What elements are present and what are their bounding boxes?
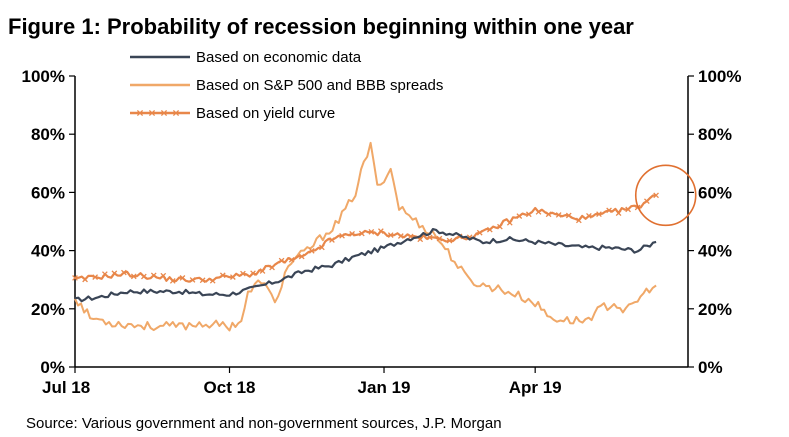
yield-curve-marker [555, 212, 562, 218]
y-tick-label-right: 100% [698, 67, 741, 86]
yield-curve-marker [565, 212, 572, 219]
yield-curve-marker [586, 212, 592, 219]
yield-curve-marker [625, 206, 631, 213]
yield-curve-marker [269, 264, 275, 271]
yield-curve-marker [160, 272, 167, 279]
yield-curve-marker [121, 269, 127, 276]
yield-curve-marker [387, 232, 394, 238]
yield-curve-marker [169, 278, 176, 284]
yield-curve-marker [130, 273, 137, 280]
yield-curve-marker [476, 229, 483, 236]
series-sp500-bbb-spreads-line [74, 141, 657, 332]
series-economic-data-line [74, 228, 657, 303]
yield-curve-marker [219, 272, 226, 279]
yield-curve-marker [230, 274, 236, 280]
series-yield-curve-markers [72, 192, 659, 284]
yield-curve-marker [150, 272, 157, 279]
yield-curve-marker [486, 226, 493, 233]
yield-curve-marker [497, 223, 503, 230]
legend-label: Based on yield curve [196, 105, 335, 122]
yield-curve-marker [516, 213, 523, 219]
yield-curve-marker [653, 192, 659, 199]
y-tick-label-right: 40% [698, 242, 732, 261]
y-tick-label-left: 100% [22, 67, 65, 86]
y-tick-label-right: 80% [698, 125, 732, 144]
yield-curve-marker [596, 211, 602, 218]
y-tick-label-left: 20% [31, 300, 65, 319]
chart-title: Figure 1: Probability of recession begin… [8, 14, 634, 39]
yield-curve-marker [339, 232, 345, 239]
y-tick-label-left: 80% [31, 125, 65, 144]
yield-curve-marker [426, 234, 433, 241]
y-tick-label-left: 0% [40, 358, 65, 377]
legend-item: Based on economic data [130, 49, 362, 66]
yield-curve-marker [240, 270, 246, 277]
y-tick-label-left: 60% [31, 183, 65, 202]
yield-curve-marker [308, 247, 315, 254]
yield-curve-marker [506, 219, 513, 226]
y-tick-label-right: 20% [698, 300, 732, 319]
yield-curve-marker [189, 277, 196, 283]
x-axis: Jul 18 Oct 18 Jan 19 Apr 19 [42, 367, 562, 397]
legend-label: Based on S&P 500 and BBB spreads [196, 77, 443, 94]
legend-marker [136, 109, 144, 117]
yield-curve-marker [288, 256, 295, 263]
yield-curve-marker [179, 275, 186, 281]
yield-curve-marker [545, 211, 552, 218]
yield-curve-marker [525, 211, 532, 218]
yield-curve-marker [259, 268, 266, 274]
yield-curve-marker [436, 235, 443, 242]
legend-marker [172, 109, 180, 117]
legend: Based on economic data Based on S&P 500 a… [130, 49, 443, 122]
y-axis-left: 0% 20% 40% 60% 80% 100% [22, 67, 75, 377]
yield-curve-marker [101, 271, 108, 277]
yield-curve-marker [209, 277, 216, 284]
yield-curve-marker [358, 230, 365, 237]
yield-curve-marker [329, 237, 335, 243]
y-tick-label-right: 0% [698, 358, 723, 377]
yield-curve-marker [446, 237, 453, 244]
yield-curve-marker [72, 275, 78, 281]
yield-curve-marker [82, 276, 88, 283]
source-note: Source: Various government and non-gover… [26, 415, 502, 432]
yield-curve-marker [319, 244, 325, 251]
legend-label: Based on economic data [196, 49, 362, 66]
yield-curve-marker [349, 230, 355, 237]
yield-curve-marker [298, 253, 305, 260]
yield-curve-marker [368, 228, 375, 235]
yield-curve-marker [278, 257, 285, 264]
highlight-circle [634, 164, 697, 227]
y-tick-label-left: 40% [31, 242, 65, 261]
yield-curve-marker [575, 217, 582, 224]
y-tick-label-right: 60% [698, 183, 732, 202]
yield-curve-marker [250, 270, 256, 277]
series-layer [72, 141, 659, 332]
legend-item: Based on S&P 500 and BBB spreads [130, 77, 443, 94]
x-tick-label: Apr 19 [509, 378, 562, 397]
yield-curve-marker [199, 277, 206, 284]
y-axis-right: 0% 20% 40% 60% 80% 100% [688, 67, 741, 377]
yield-curve-marker [111, 270, 118, 277]
yield-curve-marker [535, 209, 542, 215]
yield-curve-marker [643, 198, 650, 205]
yield-curve-marker [92, 274, 99, 280]
yield-curve-marker [140, 273, 147, 280]
legend-marker [148, 109, 156, 117]
legend-item: Based on yield curve [130, 105, 335, 122]
yield-curve-marker [606, 207, 612, 214]
x-tick-label: Jul 18 [42, 378, 90, 397]
axes [74, 76, 689, 368]
yield-curve-marker [377, 228, 384, 234]
yield-curve-marker [397, 233, 404, 239]
x-tick-label: Jan 19 [358, 378, 411, 397]
x-tick-label: Oct 18 [204, 378, 256, 397]
yield-curve-marker [615, 210, 622, 216]
series-yield-curve-line [74, 194, 657, 283]
legend-marker [160, 109, 168, 117]
